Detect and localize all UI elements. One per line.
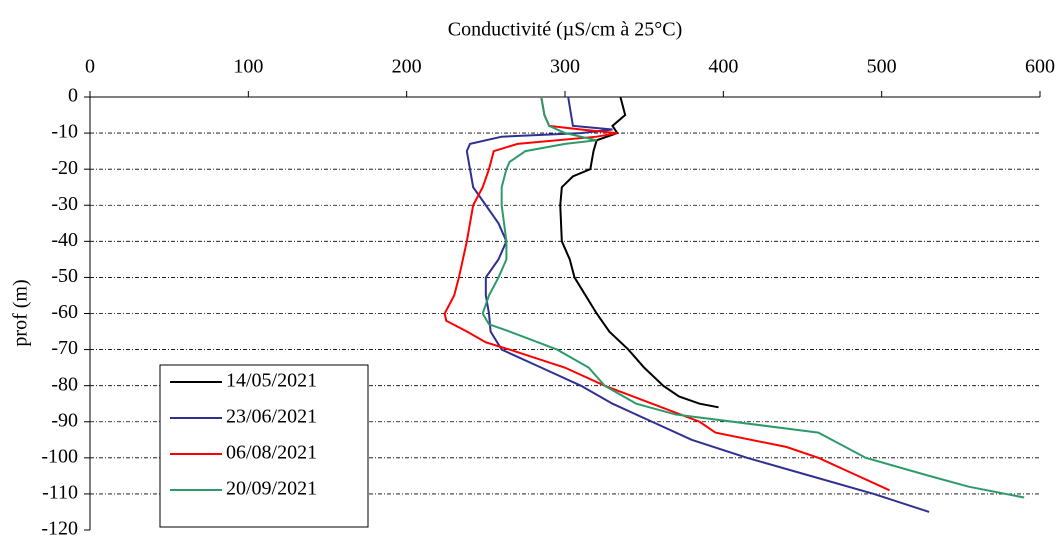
y-tick-label: -40 [51, 229, 78, 251]
x-tick-label: 0 [85, 56, 95, 78]
legend-box [159, 364, 369, 528]
x-tick-label: 500 [867, 56, 897, 78]
legend-label: 06/08/2021 [226, 442, 317, 464]
y-tick-label: -110 [42, 482, 78, 504]
y-axis-title: prof (m) [10, 279, 32, 346]
x-tick-label: 200 [392, 56, 422, 78]
series-line [559, 96, 719, 409]
x-tick-label: 400 [708, 56, 738, 78]
y-tick-label: -100 [41, 445, 78, 467]
series-line [465, 96, 930, 513]
x-tick-label: 600 [1025, 56, 1055, 78]
x-axis-title: Conductivité (µS/cm à 25°C) [448, 19, 683, 41]
y-tick-label: -80 [51, 373, 78, 395]
legend-label: 14/05/2021 [226, 370, 317, 392]
y-tick-label: -30 [51, 193, 78, 215]
series-line [443, 96, 890, 492]
x-tick-label: 100 [233, 56, 263, 78]
series-line [481, 96, 1025, 499]
legend-label: 23/06/2021 [226, 406, 317, 428]
legend-label: 20/09/2021 [226, 478, 317, 500]
y-tick-label: -50 [51, 265, 78, 287]
y-tick-label: -120 [41, 518, 78, 537]
y-tick-label: -90 [51, 409, 78, 431]
y-tick-label: -20 [51, 157, 78, 179]
y-tick-label: -60 [51, 301, 78, 323]
y-tick-label: -10 [51, 121, 78, 143]
x-tick-label: 300 [550, 56, 580, 78]
y-tick-label: -70 [51, 337, 78, 359]
y-tick-label: 0 [68, 85, 78, 107]
